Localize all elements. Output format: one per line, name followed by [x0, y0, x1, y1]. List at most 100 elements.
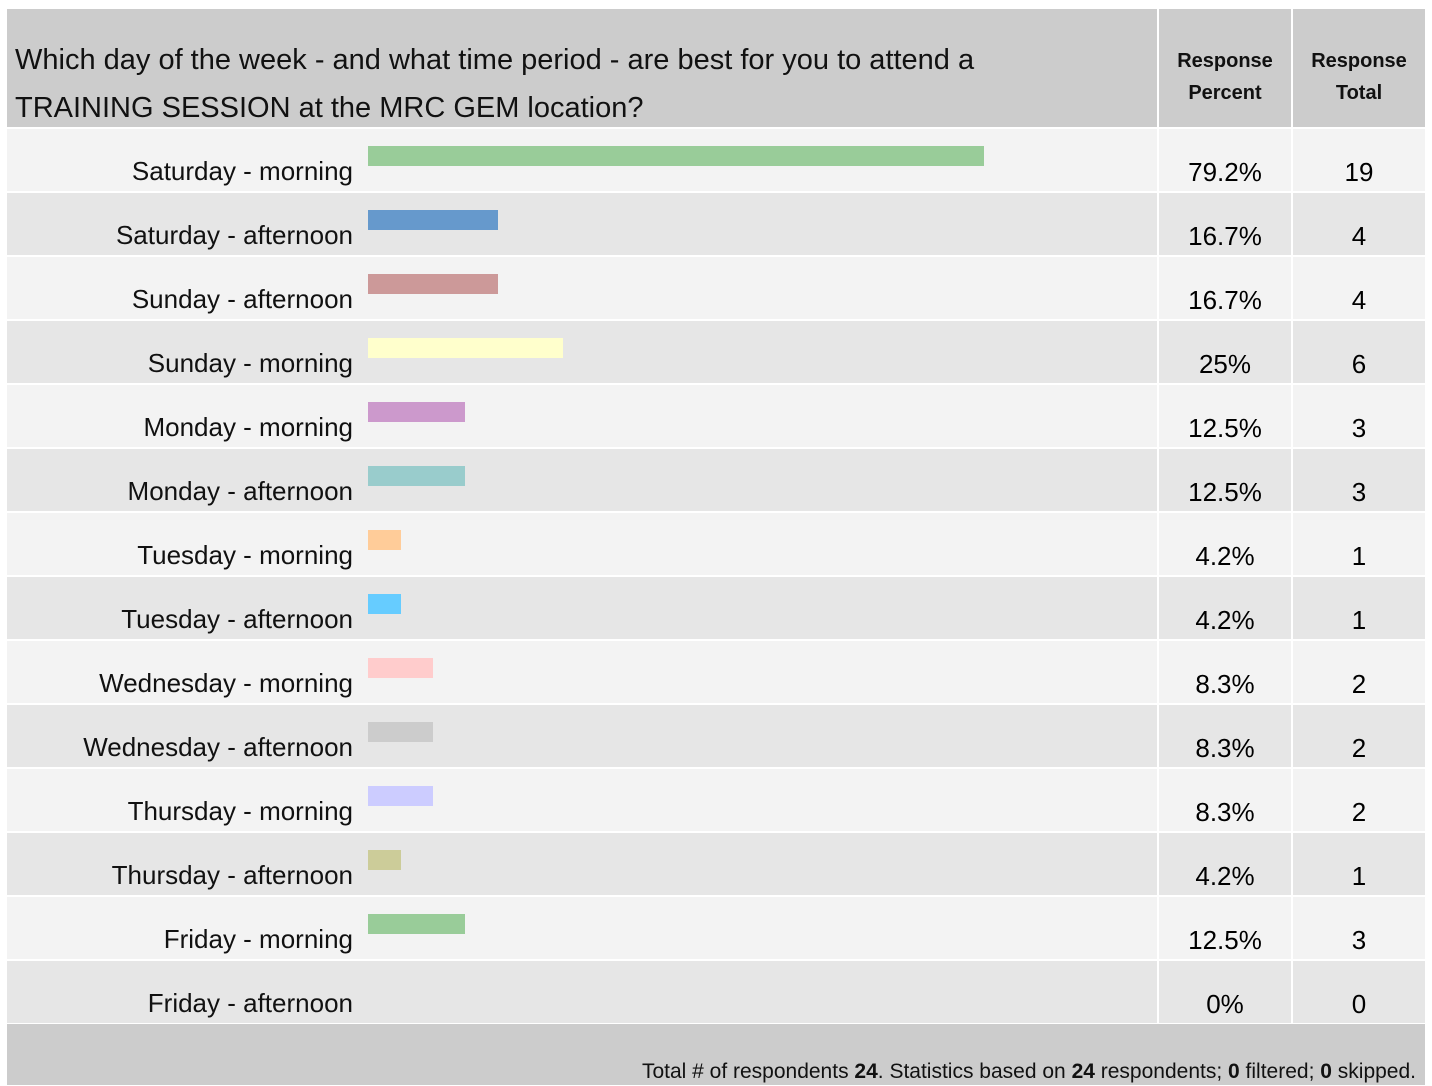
- table-row: Sunday - afternoon 16.7% 4: [7, 257, 1425, 319]
- summary-text: filtered;: [1239, 1060, 1321, 1083]
- response-bar: [368, 786, 433, 806]
- response-total-value: 1: [1351, 541, 1367, 571]
- response-bar: [368, 466, 466, 486]
- column-divider: [1157, 9, 1159, 1024]
- response-percent-value: 4.2%: [1195, 541, 1255, 571]
- category-label: Saturday - morning: [131, 156, 353, 186]
- bar-track: [368, 257, 1158, 319]
- response-percent-value: 8.3%: [1195, 669, 1255, 699]
- respondent-summary: Total # of respondents 24. Statistics ba…: [642, 1058, 1416, 1086]
- response-total-value: 2: [1351, 669, 1367, 699]
- summary-footer: Total # of respondents 24. Statistics ba…: [7, 1024, 1425, 1085]
- category-label: Sunday - morning: [147, 348, 353, 378]
- response-bar: [368, 594, 401, 614]
- response-percent-value: 12.5%: [1188, 925, 1262, 955]
- category-label: Tuesday - afternoon: [121, 604, 353, 634]
- survey-results-table: Which day of the week - and what time pe…: [7, 9, 1425, 1085]
- category-label: Friday - morning: [163, 924, 353, 954]
- category-label: Wednesday - morning: [99, 668, 353, 698]
- table-row: Tuesday - morning 4.2% 1: [7, 513, 1425, 575]
- response-total-value: 3: [1351, 413, 1367, 443]
- question-title-line-2: TRAINING SESSION at the MRC GEM location…: [15, 92, 644, 124]
- table-row: Tuesday - afternoon 4.2% 1: [7, 577, 1425, 639]
- bar-track: [368, 513, 1158, 575]
- bar-track: [368, 577, 1158, 639]
- bar-track: [368, 449, 1158, 511]
- response-percent-value: 12.5%: [1188, 477, 1262, 507]
- skipped-count: 0: [1320, 1060, 1332, 1083]
- table-row: Saturday - afternoon 16.7% 4: [7, 193, 1425, 255]
- response-total-value: 3: [1351, 925, 1367, 955]
- response-bar: [368, 210, 498, 230]
- table-row: Wednesday - morning 8.3% 2: [7, 641, 1425, 703]
- category-label: Wednesday - afternoon: [83, 732, 353, 762]
- response-total-value: 2: [1351, 797, 1367, 827]
- response-bar: [368, 914, 466, 934]
- response-percent-value: 0%: [1206, 989, 1244, 1019]
- filtered-count: 0: [1228, 1060, 1240, 1083]
- category-label: Friday - afternoon: [147, 988, 353, 1018]
- category-label: Monday - morning: [143, 412, 353, 442]
- response-bar: [368, 530, 401, 550]
- response-percent-value: 4.2%: [1195, 861, 1255, 891]
- category-label: Monday - afternoon: [127, 476, 353, 506]
- response-percent-value: 25%: [1198, 349, 1252, 379]
- summary-text: . Statistics based on: [877, 1060, 1072, 1083]
- category-label: Saturday - afternoon: [115, 220, 353, 250]
- bar-track: [368, 129, 1158, 191]
- column-divider: [1291, 9, 1293, 1024]
- response-total-value: 3: [1351, 477, 1367, 507]
- response-bar: [368, 850, 401, 870]
- response-total-header: Response Total: [1293, 45, 1425, 109]
- table-row: Saturday - morning 79.2% 19: [7, 129, 1425, 191]
- bar-track: [368, 385, 1158, 447]
- response-total-header-line-1: Response: [1311, 50, 1407, 72]
- summary-text: skipped.: [1331, 1060, 1416, 1083]
- response-total-value: 2: [1351, 733, 1367, 763]
- respondent-count: 24: [854, 1060, 878, 1083]
- response-bar: [368, 722, 433, 742]
- table-row: Friday - morning 12.5% 3: [7, 897, 1425, 959]
- response-percent-value: 12.5%: [1188, 413, 1262, 443]
- response-percent-value: 8.3%: [1195, 733, 1255, 763]
- response-total-value: 0: [1351, 989, 1367, 1019]
- response-percent-value: 8.3%: [1195, 797, 1255, 827]
- bar-track: [368, 833, 1158, 895]
- table-header: Which day of the week - and what time pe…: [7, 9, 1425, 127]
- bar-track: [368, 641, 1158, 703]
- response-total-value: 4: [1351, 285, 1367, 315]
- response-total-header-line-2: Total: [1335, 82, 1383, 104]
- bar-track: [368, 897, 1158, 959]
- response-total-value: 4: [1351, 221, 1367, 251]
- summary-text: respondents;: [1094, 1060, 1229, 1083]
- response-bar: [368, 402, 466, 422]
- table-row: Monday - afternoon 12.5% 3: [7, 449, 1425, 511]
- table-row: Friday - afternoon 0% 0: [7, 961, 1425, 1023]
- response-percent-value: 16.7%: [1188, 285, 1262, 315]
- response-total-value: 19: [1344, 157, 1374, 187]
- bar-track: [368, 321, 1158, 383]
- bar-track: [368, 769, 1158, 831]
- response-bar: [368, 658, 433, 678]
- response-percent-value: 79.2%: [1188, 157, 1262, 187]
- based-on-count: 24: [1071, 1060, 1095, 1083]
- response-bar: [368, 274, 498, 294]
- response-percent-header-line-2: Percent: [1188, 82, 1262, 104]
- response-total-value: 1: [1351, 605, 1367, 635]
- summary-text: Total # of respondents: [641, 1060, 855, 1083]
- response-percent-value: 16.7%: [1188, 221, 1262, 251]
- category-label: Thursday - afternoon: [111, 860, 353, 890]
- response-percent-value: 4.2%: [1195, 605, 1255, 635]
- response-bar: [368, 146, 985, 166]
- table-row: Sunday - morning 25% 6: [7, 321, 1425, 383]
- bar-track: [368, 193, 1158, 255]
- category-label: Thursday - morning: [127, 796, 353, 826]
- table-row: Thursday - morning 8.3% 2: [7, 769, 1425, 831]
- table-row: Thursday - afternoon 4.2% 1: [7, 833, 1425, 895]
- bar-track: [368, 705, 1158, 767]
- response-percent-header-line-1: Response: [1177, 50, 1273, 72]
- table-row: Wednesday - afternoon 8.3% 2: [7, 705, 1425, 767]
- question-title: Which day of the week - and what time pe…: [15, 36, 1145, 132]
- response-bar: [368, 338, 563, 358]
- table-row: Monday - morning 12.5% 3: [7, 385, 1425, 447]
